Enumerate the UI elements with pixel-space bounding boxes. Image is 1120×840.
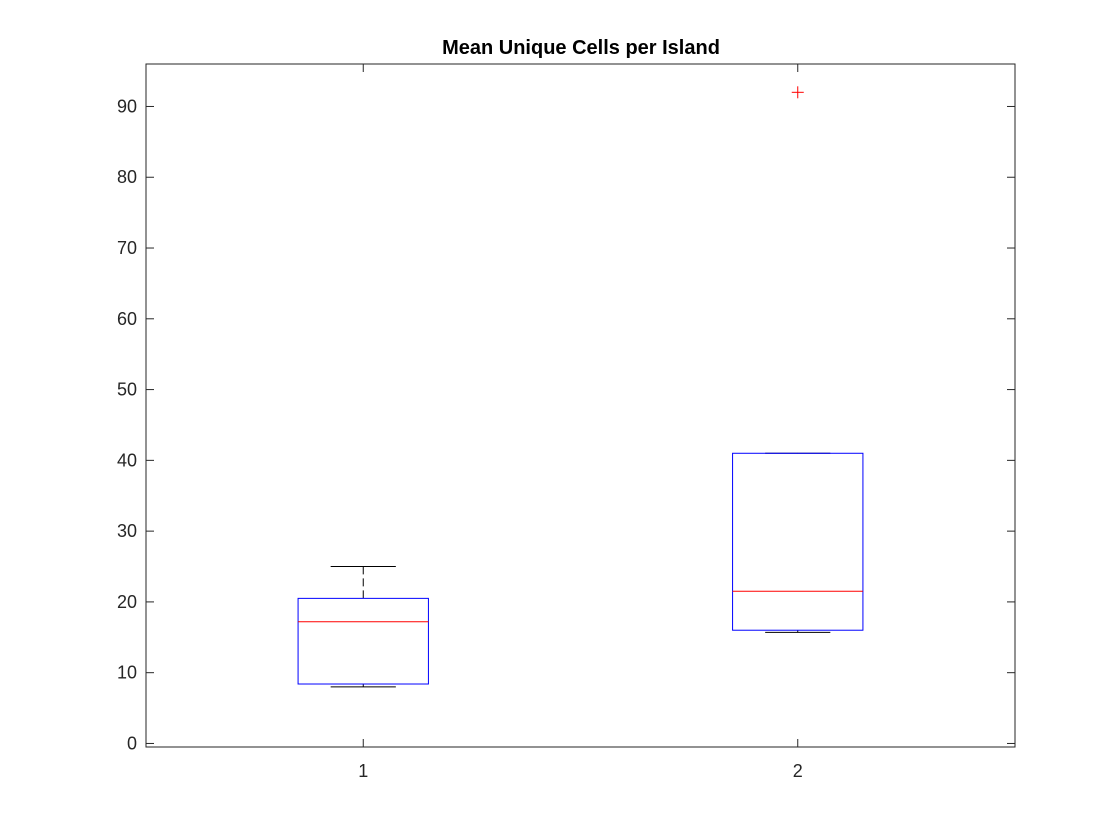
plot-area: 0 10 20 30 40 50 60 70 80 90 1 2 [117, 63, 1016, 781]
x-tick-label: 2 [793, 761, 803, 781]
y-tick-label: 90 [117, 96, 137, 116]
y-tick-label: 70 [117, 238, 137, 258]
y-tick-label: 50 [117, 380, 137, 400]
box-iqr [297, 597, 429, 685]
y-tick-label: 60 [117, 309, 137, 329]
y-tick-label: 30 [117, 521, 137, 541]
y-tick-label: 40 [117, 450, 137, 470]
y-tick-label: 80 [117, 167, 137, 187]
y-tick-label: 20 [117, 592, 137, 612]
chart-title: Mean Unique Cells per Island [442, 37, 720, 59]
y-tick-label: 10 [117, 663, 137, 683]
x-tick-label: 1 [358, 761, 368, 781]
box-iqr [732, 452, 864, 631]
axes-box [145, 63, 1016, 748]
y-tick-label: 0 [127, 733, 137, 753]
